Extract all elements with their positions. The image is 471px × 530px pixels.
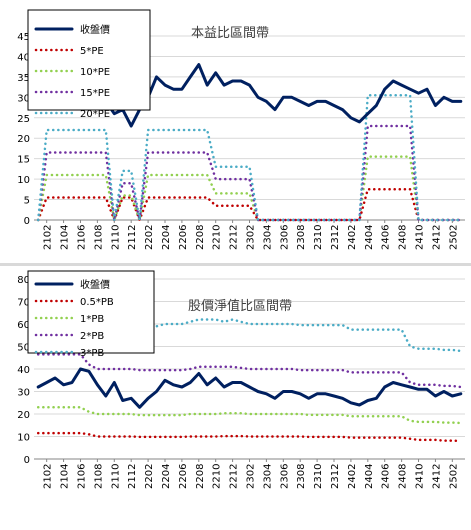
x-tick-label: 2502 (448, 464, 459, 489)
y-tick-label: 35 (17, 73, 30, 84)
x-tick-label: 2402 (347, 464, 358, 489)
y-tick-label: 50 (17, 343, 30, 354)
x-tick-label: 2104 (60, 464, 71, 489)
legend-label: 收盤價 (80, 23, 110, 36)
x-tick-label: 2204 (161, 464, 172, 489)
y-tick-label: 0 (24, 455, 30, 466)
x-tick-label: 2408 (398, 225, 409, 250)
series-line-4 (36, 94, 463, 222)
y-tick-label: 30 (17, 388, 30, 399)
legend-label: 5*PE (80, 46, 104, 57)
x-tick-label: 2406 (381, 225, 392, 250)
legend-label: 1*PB (80, 314, 104, 325)
legend-label: 15*PE (80, 88, 110, 99)
y-tick-label: 20 (17, 134, 30, 145)
y-tick-label: 70 (17, 298, 30, 309)
y-tick-label: 25 (17, 114, 30, 125)
x-tick-label: 2408 (398, 464, 409, 489)
series-line-1 (36, 188, 463, 222)
pb-band-chart: 0 10 20 30 40 50 60 70 80 2102 2104 2106 2108 2110 211… (17, 270, 465, 489)
x-tick-label: 2110 (110, 225, 121, 250)
series-line-3 (36, 124, 463, 222)
x-tick-label: 2106 (76, 225, 87, 250)
x-tick-label: 2210 (212, 225, 223, 250)
legend-label: 0.5*PB (80, 297, 114, 308)
x-tick-label: 2112 (127, 464, 138, 489)
y-tick-label: 15 (17, 155, 30, 166)
y-tick-label: 10 (17, 175, 30, 186)
x-tick-label: 2208 (195, 464, 206, 489)
x-tick-label: 2302 (246, 464, 257, 489)
y-tick-label: 60 (17, 320, 30, 331)
legend-label: 2*PB (80, 331, 104, 342)
y-tick-label: 45 (17, 32, 30, 43)
x-tick-label: 2304 (262, 225, 273, 250)
x-tick-label: 2404 (364, 464, 375, 489)
panel-divider (0, 263, 471, 266)
x-tick-label: 2306 (279, 464, 290, 489)
x-tick-label: 2312 (330, 225, 341, 250)
x-tick-label: 2404 (364, 225, 375, 250)
series-line-0 (36, 367, 463, 409)
x-tick-label: 2402 (347, 225, 358, 250)
y-tick-label: 40 (17, 52, 30, 63)
x-tick-label: 2210 (212, 464, 223, 489)
legend: 收盤價 0.5*PB 1*PB 2*PB 3*PB (27, 270, 155, 359)
chart-title: 股價淨值比區間帶 (188, 298, 292, 314)
x-tick-label: 2204 (161, 225, 172, 250)
x-tick-label: 2308 (296, 225, 307, 250)
x-tick-label: 2110 (110, 464, 121, 489)
chart-title: 本益比區間帶 (191, 26, 269, 41)
x-tick-label: 2208 (195, 225, 206, 250)
x-tick-label: 2306 (279, 225, 290, 250)
x-tick-label: 2310 (313, 225, 324, 250)
x-tick-label: 2206 (178, 464, 189, 489)
x-tick-label: 2104 (60, 225, 71, 250)
x-tick-label: 2212 (229, 225, 240, 250)
x-tick-label: 2304 (262, 464, 273, 489)
legend-label: 20*PE (80, 109, 110, 120)
x-tick-label: 2410 (415, 225, 426, 250)
series-line-2 (36, 406, 463, 425)
x-tick-label: 2412 (431, 225, 442, 250)
x-tick-label: 2106 (76, 464, 87, 489)
x-tick-label: 2108 (93, 464, 104, 489)
x-tick-label: 2108 (93, 225, 104, 250)
x-tick-label: 2410 (415, 464, 426, 489)
x-tick-label: 2406 (381, 464, 392, 489)
y-tick-label: 20 (17, 410, 30, 421)
x-tick-label: 2308 (296, 464, 307, 489)
x-tick-label: 2102 (43, 225, 54, 250)
series-line-1 (36, 431, 463, 443)
y-tick-label: 10 (17, 433, 30, 444)
x-tick-label: 2202 (144, 464, 155, 489)
series-line-3 (36, 353, 463, 389)
legend: 收盤價 5*PE 10*PE 15*PE 20*PE (27, 9, 151, 120)
x-tick-label: 2206 (178, 225, 189, 250)
pe-band-chart: 0 5 10 15 20 25 30 35 40 45 2102 2104 2106 2108 2110 21… (17, 9, 465, 250)
x-tick-label: 2112 (127, 225, 138, 250)
y-tick-label: 40 (17, 365, 30, 376)
x-tick-label: 2312 (330, 464, 341, 489)
y-tick-label: 5 (24, 196, 30, 207)
x-tick-label: 2502 (448, 225, 459, 250)
pb-band-chart-panel: 0 10 20 30 40 50 60 70 80 2102 2104 2106 2108 2110 211… (0, 266, 471, 530)
pe-band-chart-panel: 0 5 10 15 20 25 30 35 40 45 2102 2104 2106 2108 2110 21… (0, 0, 471, 264)
x-tick-label: 2310 (313, 464, 324, 489)
series-line-2 (36, 155, 463, 222)
y-tick-label: 80 (17, 275, 30, 286)
legend-label: 10*PE (80, 67, 110, 78)
x-tick-label: 2212 (229, 464, 240, 489)
y-tick-label: 0 (24, 216, 30, 227)
x-tick-label: 2302 (246, 225, 257, 250)
legend-label: 收盤價 (80, 278, 110, 291)
x-tick-label: 2412 (431, 464, 442, 489)
y-tick-label: 30 (17, 93, 30, 104)
x-tick-label: 2202 (144, 225, 155, 250)
x-tick-label: 2102 (43, 464, 54, 489)
legend-label: 3*PB (80, 348, 104, 359)
legend-box (27, 9, 151, 111)
